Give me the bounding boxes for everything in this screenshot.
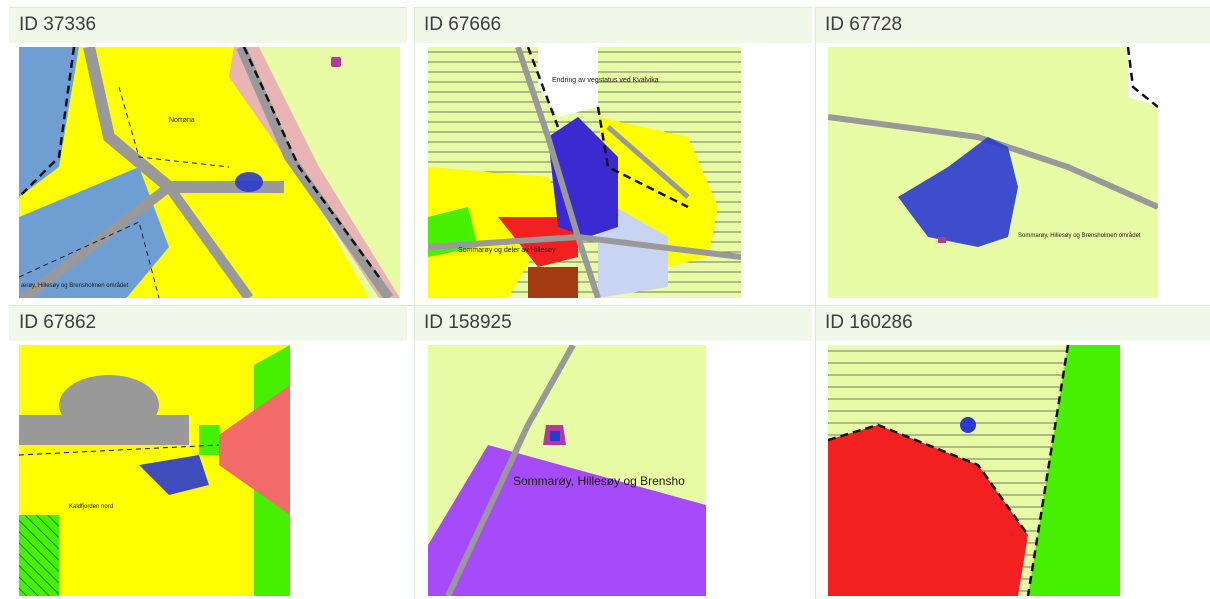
cell-header-6: ID 160286	[815, 305, 1210, 341]
map-158925[interactable]: Sommarøy, Hillesøy og Brensho	[428, 345, 706, 596]
id-label: ID 67862	[19, 312, 97, 333]
grid-divider	[9, 305, 1210, 306]
map-67728[interactable]: Sommarøy, Hillesøy og Brensholmen område…	[828, 47, 1158, 298]
map-label: Sommarøy og deler av Hillesøy	[458, 247, 556, 254]
id-label: ID 160286	[825, 312, 913, 333]
map-label: Endring av vegstatus ved Kvalvika	[552, 77, 659, 84]
cell-header-2: ID 67666	[414, 7, 812, 43]
cell-header-1: ID 37336	[9, 7, 407, 43]
map-label: Sommarøy, Hillesøy og Brensho	[513, 474, 685, 488]
map-67862[interactable]: Kaldfjorden nord	[19, 345, 290, 596]
map-label: ærøy, Hillesøy og Brensholmen området	[21, 282, 129, 289]
grid-divider	[414, 7, 415, 599]
id-label: ID 37336	[19, 14, 97, 35]
map-67666[interactable]: Endring av vegstatus ved Kvalvika Sommar…	[428, 47, 741, 298]
grid-divider	[815, 7, 816, 599]
map-37336[interactable]: Norrøna ærøy, Hillesøy og Brensholmen om…	[19, 47, 400, 298]
id-label: ID 67666	[424, 14, 502, 35]
id-label: ID 158925	[424, 312, 512, 333]
map-label: Sommarøy, Hillesøy og Brensholmen område…	[1018, 232, 1141, 239]
map-label: Norrøna	[169, 117, 195, 124]
map-grid: ID 37336 ID 67666 ID 67728 ID 67862 ID 1…	[9, 7, 1210, 599]
cell-header-4: ID 67862	[9, 305, 407, 341]
id-label: ID 67728	[825, 14, 903, 35]
map-label: Kaldfjorden nord	[69, 504, 113, 510]
map-160286[interactable]	[828, 345, 1120, 596]
cell-header-3: ID 67728	[815, 7, 1210, 43]
cell-header-5: ID 158925	[414, 305, 812, 341]
